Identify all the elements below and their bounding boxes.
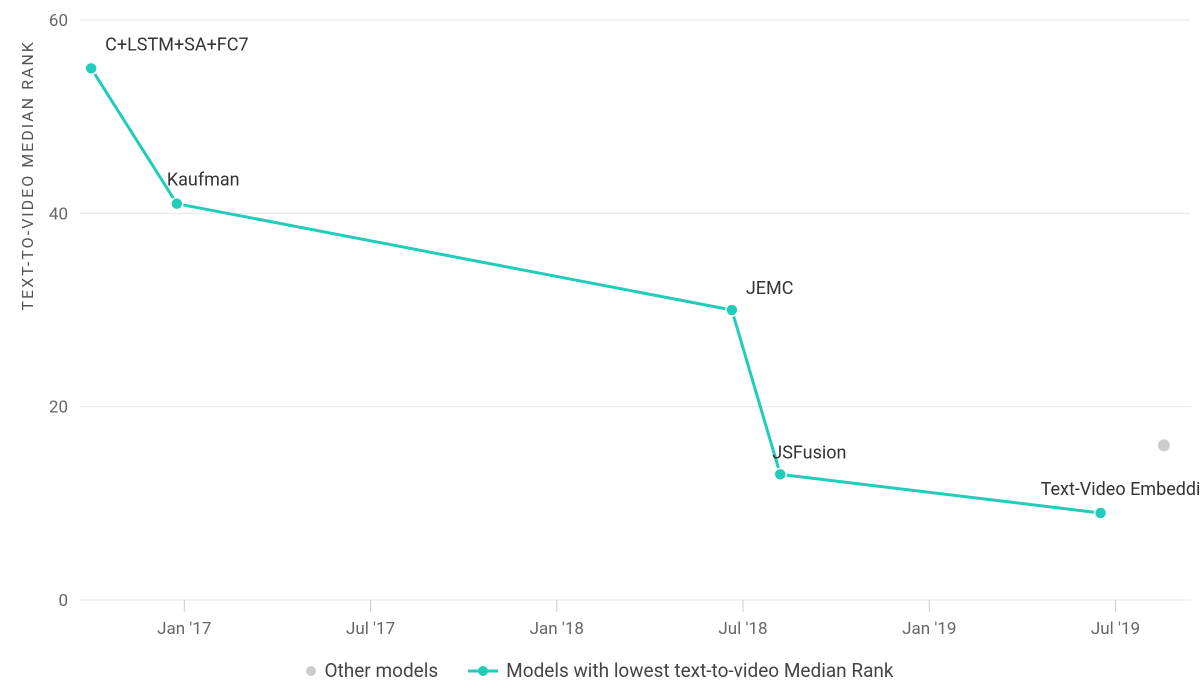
x-tick-label: Jul '19 — [1091, 619, 1140, 639]
x-tick-label: Jan '19 — [902, 619, 956, 639]
series-line-point[interactable] — [1095, 507, 1107, 519]
point-label: Text-Video Embedding — [1041, 479, 1200, 500]
chart-svg: 0 20 40 60 Jan '17 Jul '17 Jan '18 Jul '18 Jan '… — [0, 0, 1200, 700]
legend: Other models Models with lowest text-to-… — [0, 659, 1200, 682]
x-tick-label: Jan '17 — [157, 619, 211, 639]
series-line-point[interactable] — [85, 62, 97, 74]
legend-other-dot-icon — [306, 666, 316, 676]
legend-line-marker-icon — [468, 666, 498, 676]
y-axis-title: TEXT-TO-VIDEO MEDIAN RANK — [18, 40, 37, 310]
x-tick-label: Jul '17 — [346, 619, 395, 639]
y-tick-label: 0 — [58, 591, 68, 611]
legend-line-label: Models with lowest text-to-video Median … — [506, 659, 893, 682]
y-tick-label: 20 — [49, 398, 68, 418]
point-label: JEMC — [746, 278, 794, 299]
series-other-point[interactable] — [1158, 439, 1170, 451]
series-line-point[interactable] — [171, 198, 183, 210]
x-tick-label: Jan '18 — [530, 619, 584, 639]
point-label: JSFusion — [772, 442, 846, 463]
point-label: Kaufman — [167, 170, 240, 191]
legend-other-label: Other models — [324, 659, 438, 682]
y-tick-label: 40 — [49, 204, 68, 224]
series-line — [91, 68, 1100, 513]
x-tick-label: Jul '18 — [718, 619, 767, 639]
legend-item-other[interactable]: Other models — [306, 659, 438, 682]
chart-container: TEXT-TO-VIDEO MEDIAN RANK 0 20 40 60 Jan '17… — [0, 0, 1200, 700]
legend-item-line[interactable]: Models with lowest text-to-video Median … — [468, 659, 893, 682]
point-label: C+LSTM+SA+FC7 — [105, 34, 248, 55]
y-tick-label: 60 — [49, 11, 68, 31]
series-line-point[interactable] — [726, 304, 738, 316]
series-line-point[interactable] — [774, 468, 786, 480]
